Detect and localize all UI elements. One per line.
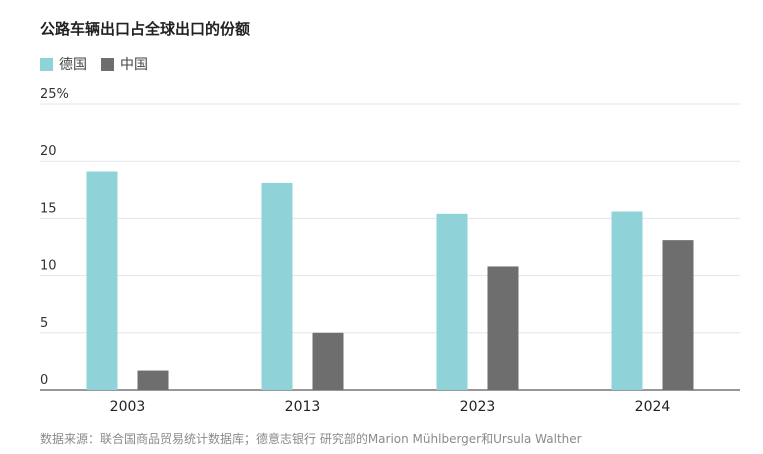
legend-swatch-germany — [40, 57, 53, 71]
bar-germany-2023 — [436, 213, 468, 390]
bar-china-2024 — [662, 240, 694, 390]
y-tick-label: 5 — [40, 316, 48, 331]
y-tick-label: 0 — [40, 373, 48, 388]
x-tick-label: 2013 — [285, 399, 321, 415]
x-tick-label: 2003 — [110, 399, 146, 415]
y-tick-label: 15 — [40, 201, 57, 216]
bar-china-2003 — [137, 370, 169, 390]
x-tick-label: 2024 — [635, 399, 671, 415]
y-tick-label: 10 — [40, 259, 57, 274]
bar-china-2013 — [312, 332, 344, 390]
bar-china-2023 — [487, 266, 519, 390]
x-tick-label: 2023 — [460, 399, 496, 415]
chart-title: 公路车辆出口占全球出口的份额 — [40, 20, 251, 38]
y-tick-label: 20 — [40, 144, 57, 159]
bar-germany-2024 — [611, 211, 643, 390]
bar-germany-2003 — [86, 171, 118, 390]
legend-item-germany: 德国 — [40, 54, 87, 74]
legend-label-germany: 德国 — [59, 57, 87, 73]
bar-germany-2013 — [261, 182, 293, 390]
legend-swatch-china — [101, 57, 114, 71]
legend-label-china: 中国 — [120, 57, 148, 73]
y-tick-label: 25% — [40, 87, 69, 102]
source-note: 数据来源：联合国商品贸易统计数据库；德意志银行 研究部的Marion Mühlb… — [40, 432, 582, 446]
legend: 德国 中国 — [40, 54, 162, 74]
legend-item-china: 中国 — [101, 54, 148, 74]
